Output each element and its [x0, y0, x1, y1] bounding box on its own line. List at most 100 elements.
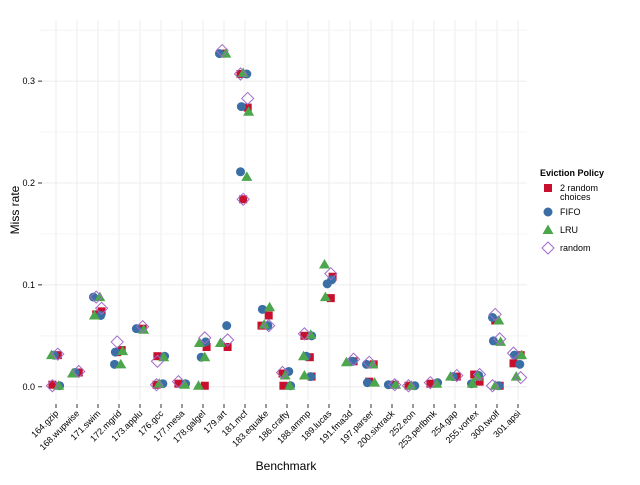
- data-point-diamond: [485, 379, 500, 393]
- data-point-diamond: [233, 67, 248, 81]
- data-point-square: [239, 195, 248, 204]
- data-point-triangle: [472, 371, 484, 381]
- data-point-circle: [110, 347, 120, 357]
- data-point-triangle: [516, 349, 528, 360]
- data-point-diamond: [472, 367, 487, 382]
- data-point-square: [202, 343, 211, 352]
- data-point-diamond: [220, 333, 235, 347]
- data-point-diamond: [346, 352, 361, 366]
- data-point-diamond: [362, 355, 376, 370]
- y-tick-label: 0.2: [22, 178, 35, 188]
- data-point-square: [279, 381, 288, 390]
- data-point-diamond: [324, 266, 338, 281]
- data-point-circle: [222, 321, 232, 331]
- data-point-square: [300, 331, 309, 340]
- data-point-diamond: [275, 365, 290, 380]
- data-point-diamond: [51, 347, 65, 361]
- data-point-triangle: [279, 370, 291, 380]
- data-point-square: [153, 352, 162, 361]
- legend-title: Eviction Policy: [540, 168, 604, 178]
- data-point-diamond: [149, 378, 164, 392]
- data-point-diamond: [198, 331, 212, 345]
- legend-label: 2 random: [560, 183, 598, 193]
- data-point-diamond: [150, 354, 165, 368]
- data-point-triangle: [117, 345, 129, 356]
- data-point-triangle: [298, 350, 309, 361]
- data-point-circle: [236, 167, 245, 177]
- data-point-diamond: [488, 307, 502, 322]
- data-point-diamond: [135, 319, 150, 334]
- y-tick-label: 0.3: [22, 76, 35, 86]
- data-point-diamond: [387, 378, 402, 392]
- data-point-square: [278, 369, 287, 378]
- data-point-square: [264, 311, 273, 320]
- data-point-diamond: [492, 332, 507, 346]
- data-point-diamond: [401, 379, 416, 393]
- legend-label: choices: [560, 192, 591, 202]
- data-point-triangle: [390, 379, 402, 389]
- y-tick-label: 0.1: [22, 280, 35, 290]
- data-point-triangle: [243, 106, 255, 116]
- data-point-circle: [201, 337, 211, 347]
- data-point-square: [475, 377, 484, 386]
- data-point-diamond: [297, 327, 312, 341]
- data-point-circle: [236, 102, 246, 112]
- data-point-diamond: [72, 364, 86, 379]
- data-point-circle: [515, 359, 525, 369]
- data-point-diamond: [215, 43, 229, 58]
- data-point-diamond: [89, 290, 103, 304]
- data-point-triangle: [367, 358, 379, 369]
- data-point-diamond: [94, 301, 109, 316]
- data-point-triangle: [319, 259, 330, 269]
- data-point-triangle: [179, 379, 191, 389]
- data-point-square: [326, 294, 335, 303]
- marks: [45, 43, 528, 393]
- y-axis-label: Miss rate: [8, 185, 22, 234]
- y-tick-label: 0.0: [22, 382, 35, 392]
- legend-label: FIFO: [560, 207, 581, 217]
- data-point-square: [426, 379, 435, 388]
- x-axis-label: Benchmark: [256, 459, 318, 473]
- data-point-circle: [362, 378, 372, 388]
- data-point-triangle: [88, 309, 100, 320]
- data-point-triangle: [466, 378, 478, 388]
- data-point-triangle: [214, 337, 226, 347]
- legend-key-square: [544, 184, 552, 192]
- data-point-triangle: [241, 171, 253, 181]
- data-point-triangle: [67, 368, 78, 378]
- data-point-triangle: [319, 291, 331, 302]
- data-point-triangle: [53, 380, 65, 390]
- data-point-diamond: [506, 346, 521, 360]
- legend-key-triangle: [542, 224, 554, 234]
- data-point-square: [200, 381, 209, 390]
- data-point-diamond: [110, 335, 124, 349]
- data-point-circle: [327, 275, 337, 285]
- data-point-diamond: [423, 375, 438, 390]
- data-point-triangle: [298, 370, 310, 380]
- data-point-triangle: [264, 301, 276, 312]
- data-point-triangle: [489, 380, 501, 390]
- legend-key-diamond: [541, 241, 555, 255]
- data-point-diamond: [261, 318, 276, 333]
- data-point-circle: [131, 324, 141, 334]
- data-point-triangle: [94, 291, 106, 302]
- data-point-triangle: [369, 377, 381, 387]
- data-point-triangle: [340, 356, 352, 367]
- data-point-square: [174, 379, 183, 388]
- grid: [40, 20, 527, 400]
- data-point-circle: [257, 304, 267, 314]
- legend-label: LRU: [560, 225, 578, 235]
- data-point-triangle: [493, 315, 505, 325]
- data-point-triangle: [405, 380, 417, 390]
- legend-key-circle: [543, 207, 553, 217]
- data-point-triangle: [193, 337, 205, 347]
- data-point-triangle: [199, 351, 211, 362]
- data-point-diamond: [45, 379, 60, 393]
- data-point-square: [243, 103, 252, 112]
- data-point-triangle: [193, 380, 204, 390]
- data-point-triangle: [115, 358, 127, 369]
- data-point-square: [48, 380, 57, 389]
